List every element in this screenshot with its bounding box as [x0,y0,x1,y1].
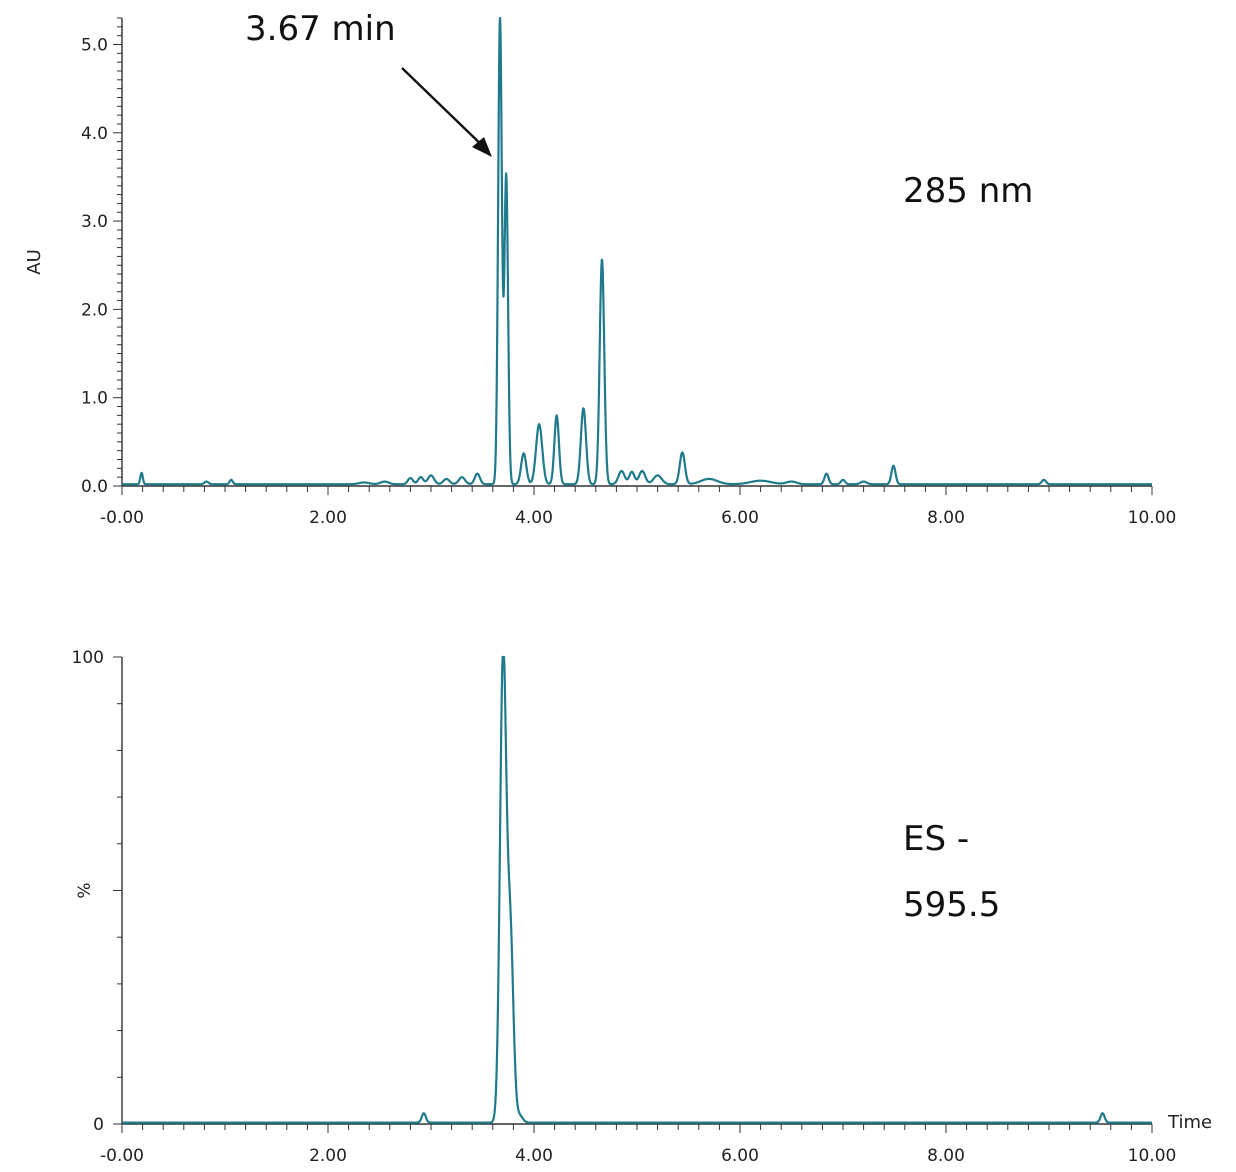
top-series-line [121,16,1153,486]
uv-chromatogram-panel: -0.00 2.00 4.00 6.00 8.00 10.00 0.0 1.0 2.0 3.0 4.… [24,9,1176,528]
bottom-x-tick-label: 10.00 [1128,1146,1177,1166]
top-x-tick-label: 4.00 [515,508,553,528]
top-y-tick-label: 0.0 [81,477,108,497]
bottom-x-tick-label: 4.00 [515,1146,553,1166]
bottom-x-axis-title: Time [1167,1112,1212,1133]
ms-chromatogram-panel: -0.00 2.00 4.00 6.00 8.00 10.00 0% 100 Time ES … [72,648,1213,1166]
bottom-x-tick-label: 2.00 [309,1146,347,1166]
bottom-y-tick-label: 0 [93,1115,104,1135]
mass-label: 595.5 [903,885,1000,925]
bottom-x-tick-label: 8.00 [927,1146,965,1166]
bottom-series-line [121,655,1153,1124]
retention-time-annotation: 3.67 min [245,9,396,49]
top-y-tick-label: 5.0 [81,35,108,55]
top-y-tick-label: 3.0 [81,212,108,232]
top-y-tick-label: 2.0 [81,300,108,320]
ionization-mode-label: ES - [903,819,969,859]
top-y-tick-label: 4.0 [81,124,108,144]
arrowhead-icon [472,137,492,157]
top-x-tick-label: 6.00 [721,508,759,528]
wavelength-label: 285 nm [903,171,1033,211]
top-y-axis-title: AU [24,249,45,275]
top-x-tick-label: 2.00 [309,508,347,528]
bottom-y-tick-label: 100 [72,648,104,668]
top-x-tick-label: -0.00 [100,508,144,528]
bottom-x-tick-label: 6.00 [721,1146,759,1166]
bottom-axis-ticks: -0.00 2.00 4.00 6.00 8.00 10.00 0% 100 [72,648,1177,1166]
top-y-tick-label: 1.0 [81,389,108,409]
top-trace [121,16,1153,486]
top-x-tick-label: 8.00 [927,508,965,528]
bottom-trace [121,655,1153,1124]
retention-time-arrow [401,67,490,153]
top-x-tick-label: 10.00 [1128,508,1177,528]
bottom-y-axis-title: % [75,882,95,898]
bottom-x-tick-label: -0.00 [100,1146,144,1166]
top-axis-ticks: -0.00 2.00 4.00 6.00 8.00 10.00 0.0 1.0 2.0 3.0 4.… [81,17,1177,528]
